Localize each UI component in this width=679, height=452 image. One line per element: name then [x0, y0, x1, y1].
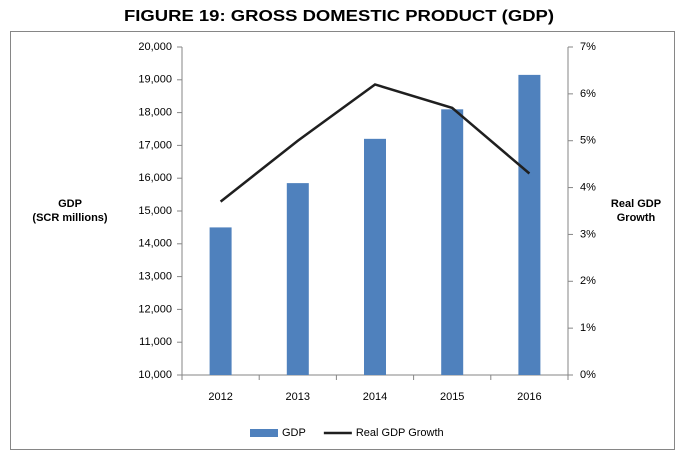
legend-label: GDP [282, 427, 306, 439]
y-axis-title: GDP [58, 198, 82, 210]
y-tick-label: 17,000 [138, 139, 172, 151]
y-tick-label: 14,000 [138, 238, 172, 250]
chart-title: FIGURE 19: GROSS DOMESTIC PRODUCT (GDP) [124, 8, 554, 25]
legend-swatch [250, 429, 278, 437]
y-tick-label: 18,000 [138, 107, 172, 119]
y-tick-label: 13,000 [138, 271, 172, 283]
y-tick-label: 10,000 [138, 369, 172, 381]
y-tick-label: 11,000 [139, 336, 172, 348]
y-tick-label: 12,000 [138, 303, 172, 315]
y2-tick-label: 0% [580, 369, 596, 381]
bar [364, 138, 386, 375]
bar [518, 74, 541, 375]
y2-tick-label: 4% [580, 181, 596, 193]
y-tick-label: 20,000 [138, 41, 172, 53]
y-tick-label: 16,000 [138, 172, 172, 184]
y2-tick-label: 7% [580, 41, 596, 53]
x-tick-label: 2012 [208, 391, 232, 403]
y2-tick-label: 1% [580, 322, 596, 334]
line [219, 83, 531, 203]
y2-tick-label: 3% [580, 228, 596, 240]
x-tick-label: 2015 [440, 391, 464, 403]
chart-border [10, 31, 675, 450]
bar [209, 227, 232, 375]
legend-label: Real GDP Growth [356, 427, 444, 439]
y2-tick-label: 6% [580, 88, 596, 100]
x-tick-label: 2014 [363, 391, 387, 403]
y-axis-title: (SCR millions) [32, 212, 108, 224]
bar [441, 109, 464, 375]
y2-tick-label: 5% [580, 135, 596, 147]
y2-axis-title: Growth [617, 212, 656, 224]
y-tick-label: 15,000 [138, 205, 172, 217]
x-tick-label: 2013 [286, 391, 310, 403]
y-tick-label: 19,000 [138, 74, 172, 86]
bar [286, 183, 309, 375]
y2-tick-label: 2% [580, 275, 596, 287]
x-tick-label: 2016 [517, 391, 541, 403]
y2-axis-title: Real GDP [611, 198, 661, 210]
